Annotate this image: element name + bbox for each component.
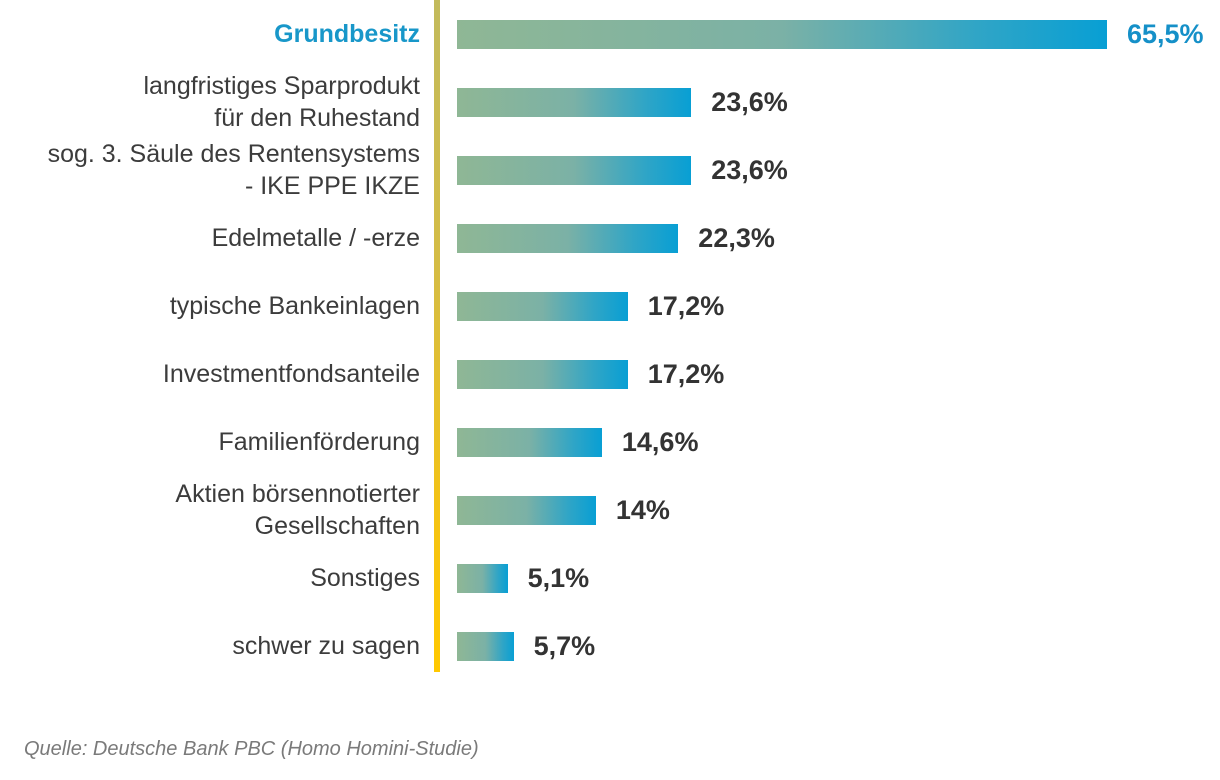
bar	[457, 631, 514, 661]
bar-wrap: 17,2%	[457, 291, 724, 322]
source-caption: Quelle: Deutsche Bank PBC (Homo Homini-S…	[24, 738, 479, 760]
bar	[457, 223, 679, 253]
bar-wrap: 14,6%	[457, 427, 698, 458]
category-label: Familienförderung	[218, 428, 421, 456]
chart-row: Edelmetalle / -erze 22,3%	[0, 204, 1220, 272]
value-label: 17,2%	[647, 290, 725, 321]
bar-chart: Grundbesitz 65,5% langfristiges Sparprod…	[0, 0, 1220, 680]
bar-wrap: 14%	[457, 495, 670, 526]
category-label: langfristiges Sparprodukt für den Ruhesta…	[143, 72, 420, 132]
chart-row: Investmentfondsanteile 17,2%	[0, 340, 1220, 408]
category-label: typische Bankeinlagen	[169, 292, 420, 320]
chart-row: langfristiges Sparprodukt für den Ruhesta…	[0, 68, 1220, 136]
bar-wrap: 17,2%	[457, 359, 724, 390]
chart-rows: Grundbesitz 65,5% langfristiges Sparprod…	[0, 0, 1220, 680]
category-label: Investmentfondsanteile	[162, 360, 420, 388]
bar	[457, 359, 628, 389]
axis-line	[434, 0, 440, 672]
category-label: Grundbesitz	[274, 20, 420, 48]
category-label: Edelmetalle / -erze	[211, 224, 420, 252]
chart-row: Familienförderung 14,6%	[0, 408, 1220, 476]
bar-wrap: 5,7%	[457, 631, 595, 662]
bar	[457, 291, 628, 321]
bar	[457, 155, 692, 185]
bar	[457, 427, 602, 457]
bar	[457, 19, 1107, 49]
bar-wrap: 22,3%	[457, 223, 775, 254]
value-label: 17,2%	[647, 358, 725, 389]
value-label: 22,3%	[698, 222, 775, 253]
bar-wrap: 5,1%	[457, 563, 589, 594]
category-label: sog. 3. Säule des Rentensystems - IKE PPE…	[47, 140, 420, 200]
value-label: 5,1%	[527, 562, 590, 593]
bar	[457, 563, 508, 593]
chart-row: Grundbesitz 65,5%	[0, 0, 1220, 68]
value-label: 14,6%	[621, 426, 699, 457]
bar-wrap: 23,6%	[457, 87, 788, 118]
bar-wrap: 65,5%	[457, 19, 1204, 50]
bar-wrap: 23,6%	[457, 155, 788, 186]
chart-row: Sonstiges 5,1%	[0, 544, 1220, 612]
bar	[457, 87, 692, 117]
chart-row: Aktien börsennotierter Gesellschaften 14%	[0, 476, 1220, 544]
category-label: schwer zu sagen	[232, 632, 420, 660]
value-label: 14%	[615, 494, 670, 525]
value-label: 23,6%	[711, 86, 788, 117]
bar	[457, 495, 596, 525]
category-label: Aktien börsennotierter Gesellschaften	[175, 480, 420, 540]
chart-row: schwer zu sagen 5,7%	[0, 612, 1220, 680]
category-label: Sonstiges	[310, 564, 420, 592]
value-label: 5,7%	[533, 630, 596, 661]
chart-row: sog. 3. Säule des Rentensystems - IKE PPE…	[0, 136, 1220, 204]
chart-row: typische Bankeinlagen 17,2%	[0, 272, 1220, 340]
value-label: 65,5%	[1127, 18, 1204, 49]
value-label: 23,6%	[711, 154, 788, 185]
